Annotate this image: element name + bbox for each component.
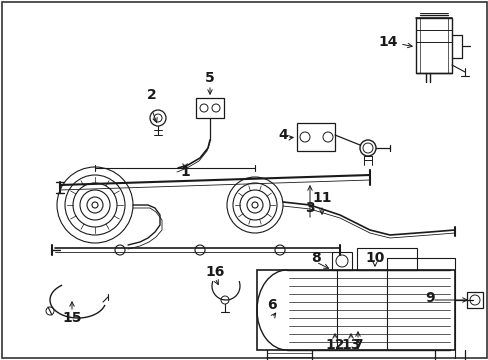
Text: 8: 8 — [310, 251, 320, 265]
Bar — [331, 252, 351, 270]
Text: 14: 14 — [378, 35, 397, 49]
Text: 11: 11 — [312, 191, 331, 205]
Text: 5: 5 — [204, 71, 214, 85]
Bar — [296, 123, 334, 151]
Bar — [466, 292, 482, 308]
Text: 7: 7 — [352, 338, 362, 352]
Text: 1: 1 — [180, 165, 189, 179]
Bar — [257, 270, 454, 350]
Bar — [415, 18, 451, 73]
Text: 2: 2 — [147, 88, 157, 102]
Bar — [196, 98, 224, 118]
Text: 3: 3 — [305, 201, 314, 215]
Text: 6: 6 — [266, 298, 276, 312]
Text: 13: 13 — [341, 338, 360, 352]
Text: 10: 10 — [365, 251, 384, 265]
Text: 9: 9 — [425, 291, 434, 305]
Bar — [356, 248, 416, 270]
Text: 16: 16 — [205, 265, 224, 279]
Text: 4: 4 — [278, 128, 287, 142]
Text: 15: 15 — [62, 311, 81, 325]
Text: 12: 12 — [325, 338, 344, 352]
